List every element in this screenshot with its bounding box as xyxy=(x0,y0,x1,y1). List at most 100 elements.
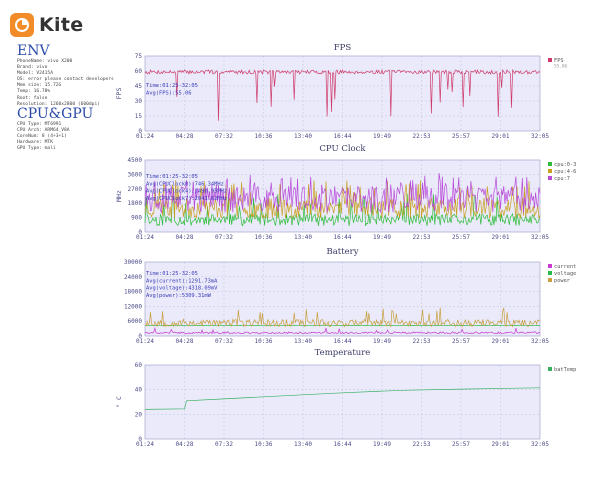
y-axis-label: ° C xyxy=(115,396,123,408)
series-line xyxy=(144,387,541,410)
x-tick-label: 19:49 xyxy=(373,338,391,345)
env-line: Temp: 16.78% xyxy=(17,89,51,95)
chart-panel: Battery 01:24 04:28 07:32 10:36 13:40 16:44 19:… xyxy=(124,247,576,345)
x-tick-label: 10:36 xyxy=(254,441,272,448)
x-tick-label: 01:24 xyxy=(136,133,154,140)
x-tick-label: 07:32 xyxy=(215,234,233,241)
chart-annotation: Avg(current):1291.73mA xyxy=(146,278,218,284)
cpu-gpu-line: CoreNum: 8 (4+3+1) xyxy=(17,134,67,140)
legend-swatch xyxy=(548,367,552,371)
y-tick-label: 0 xyxy=(138,436,142,443)
env-line: Root: false xyxy=(17,95,48,101)
env-title: ENV xyxy=(17,43,50,59)
kite-logo-icon xyxy=(10,13,34,37)
y-tick-label: 1800 xyxy=(128,200,143,207)
x-tick-label: 16:44 xyxy=(333,234,351,241)
chart-title: CPU Clock xyxy=(319,144,366,154)
x-tick-label: 32:05 xyxy=(531,133,549,140)
chart-annotation: Avg(CPUClock0):746.34MHz xyxy=(146,181,224,187)
y-tick-label: 4500 xyxy=(128,157,143,164)
y-tick-label: 0 xyxy=(138,333,142,340)
x-tick-label: 01:24 xyxy=(136,441,154,448)
x-tick-label: 01:24 xyxy=(136,338,154,345)
legend-swatch xyxy=(548,271,552,275)
y-axis-label: MHz xyxy=(115,190,123,202)
legend-swatch xyxy=(548,162,552,166)
chart-annotation: Avg(CPUClock4):1490.95MHz xyxy=(146,189,227,195)
series-line xyxy=(144,326,541,335)
x-tick-label: 13:40 xyxy=(294,441,312,448)
legend-label: cpu:7 xyxy=(554,176,570,182)
legend-sublabel: 55.06 xyxy=(554,64,568,70)
x-tick-label: 22:53 xyxy=(412,441,430,448)
legend-label: FPS xyxy=(554,58,564,64)
y-tick-label: 60 xyxy=(135,68,143,75)
x-tick-label: 29:01 xyxy=(491,441,509,448)
x-tick-label: 04:28 xyxy=(175,234,193,241)
y-tick-label: 3600 xyxy=(128,171,143,178)
x-tick-label: 29:01 xyxy=(491,234,509,241)
x-tick-label: 13:40 xyxy=(294,133,312,140)
x-tick-label: 13:40 xyxy=(294,338,312,345)
x-tick-label: 07:32 xyxy=(215,133,233,140)
y-tick-label: 30000 xyxy=(124,259,142,266)
y-tick-label: 0 xyxy=(138,128,142,135)
legend-label: voltage xyxy=(554,271,576,277)
series-line xyxy=(144,173,541,214)
series-line xyxy=(144,193,541,227)
legend-label: cpu:0-3 xyxy=(554,162,576,168)
legend-label: power xyxy=(554,278,570,284)
y-tick-label: 18000 xyxy=(124,289,142,296)
x-tick-label: 01:24 xyxy=(136,234,154,241)
kite-logo: Kite xyxy=(10,13,83,37)
cpu-gpu-line: Hardware: MTK xyxy=(17,140,53,146)
legend-label: batTemp xyxy=(554,367,576,373)
x-tick-label: 07:32 xyxy=(215,338,233,345)
chart-annotation: Avg(power):5309.31mW xyxy=(146,293,212,299)
x-tick-label: 19:49 xyxy=(373,441,391,448)
x-tick-label: 04:28 xyxy=(175,133,193,140)
cpu-gpu-title: CPU&GPU xyxy=(17,106,94,122)
x-tick-label: 29:01 xyxy=(491,338,509,345)
x-tick-label: 16:44 xyxy=(333,441,351,448)
x-tick-label: 04:28 xyxy=(175,338,193,345)
legend-swatch xyxy=(548,58,552,62)
x-tick-label: 22:53 xyxy=(412,133,430,140)
x-tick-label: 29:01 xyxy=(491,133,509,140)
cpu-gpu-line: CPU Arch: ARM64_V8A xyxy=(17,128,70,134)
env-line: Resolution: 1260x2800 (600dpi) xyxy=(17,101,100,107)
x-tick-label: 13:40 xyxy=(294,234,312,241)
x-tick-label: 25:57 xyxy=(452,133,470,140)
x-tick-label: 19:49 xyxy=(373,133,391,140)
x-tick-label: 22:53 xyxy=(412,234,430,241)
x-tick-label: 25:57 xyxy=(452,338,470,345)
x-tick-label: 10:36 xyxy=(254,234,272,241)
chart-annotation: Time:01:25-32:05 xyxy=(146,83,198,89)
y-tick-label: 60 xyxy=(135,362,143,369)
x-tick-label: 19:49 xyxy=(373,234,391,241)
cpu-gpu-line: CPU Type: MT6991 xyxy=(17,122,62,127)
cpu-gpu-line: GPU Type: mali xyxy=(17,146,56,152)
y-tick-label: 45 xyxy=(135,83,143,90)
chart-panel: Temperature 01:24 04:28 07:32 10:36 13:40 16:4… xyxy=(115,348,576,448)
env-line: PhoneName: vivo X200 xyxy=(17,59,73,64)
series-line xyxy=(144,307,541,328)
chart-title: FPS xyxy=(334,43,352,53)
env-line: OS: error please contact developers xyxy=(17,77,114,83)
y-tick-label: 20 xyxy=(135,411,143,418)
legend-swatch xyxy=(548,176,552,180)
x-tick-label: 04:28 xyxy=(175,441,193,448)
y-tick-label: 900 xyxy=(131,215,142,222)
cpu-gpu-info-panel: CPU&GPU CPU Type: MT6991 CPU Arch: ARM64… xyxy=(17,107,132,152)
x-tick-label: 25:57 xyxy=(452,234,470,241)
y-tick-label: 0 xyxy=(138,229,142,236)
x-tick-label: 25:57 xyxy=(452,441,470,448)
x-tick-label: 16:44 xyxy=(333,133,351,140)
x-tick-label: 16:44 xyxy=(333,338,351,345)
chart-annotation: Avg(voltage):4318.09mV xyxy=(146,286,218,292)
env-info-panel: ENV PhoneName: vivo X200 Brand: vivo Mod… xyxy=(17,44,132,108)
chart-annotation: Time:01:25-32:05 xyxy=(146,271,198,277)
x-tick-label: 32:05 xyxy=(531,234,549,241)
x-tick-label: 10:36 xyxy=(254,338,272,345)
chart-annotation: Avg(CPUClock7):2041.62MHz xyxy=(146,196,227,202)
